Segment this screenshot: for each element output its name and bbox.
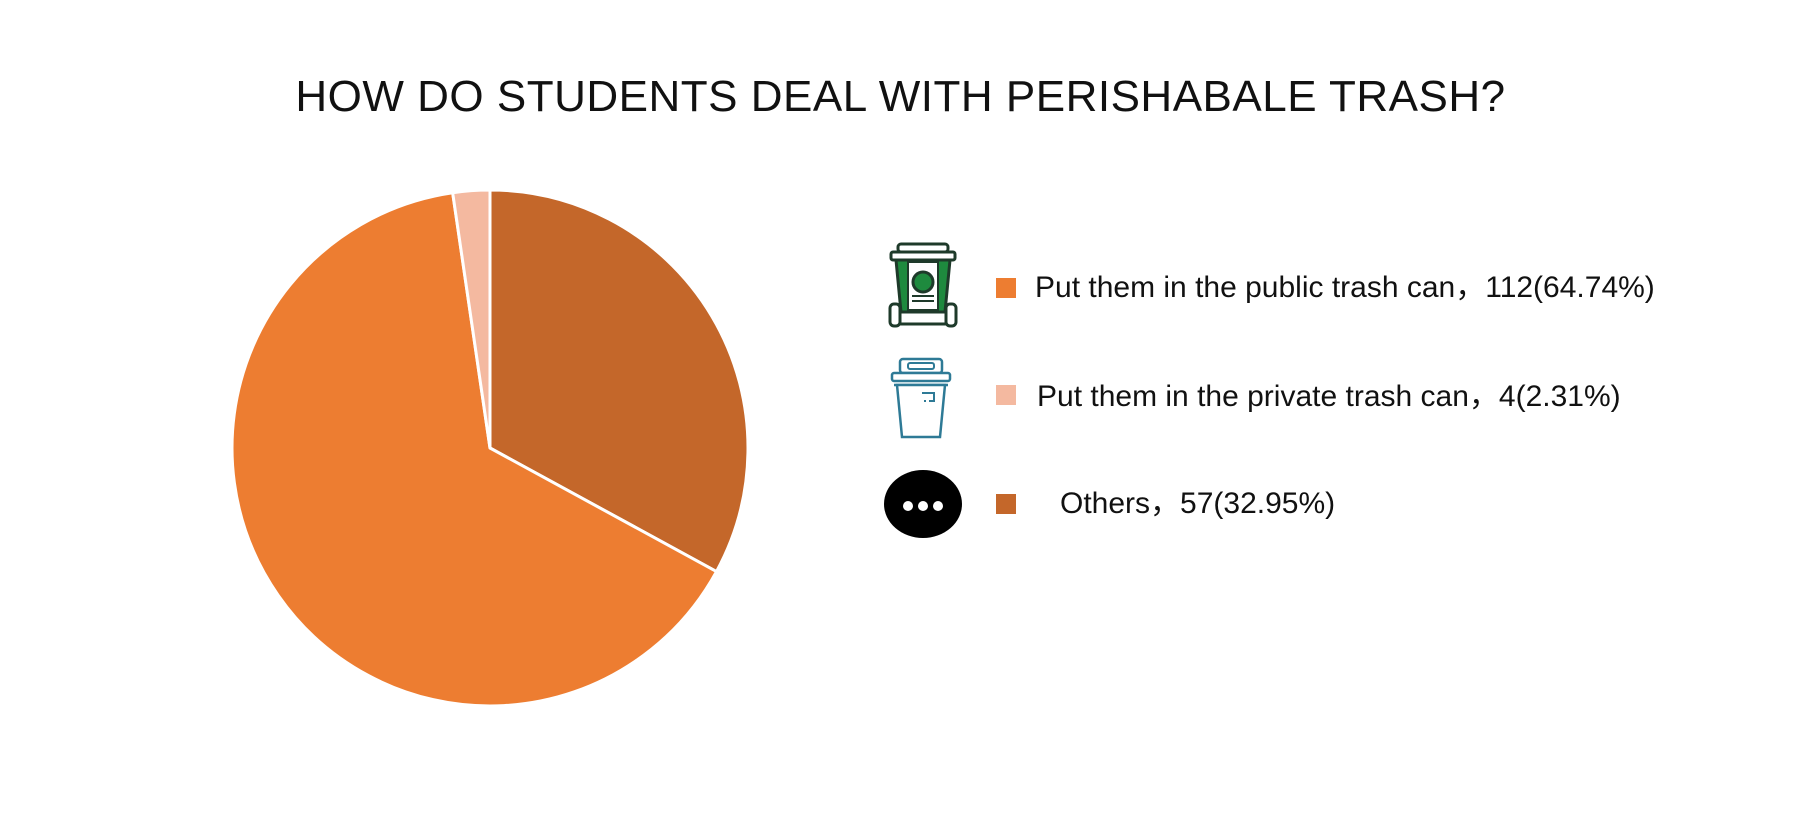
- pie-slices: [230, 188, 750, 708]
- legend-swatch: [996, 278, 1016, 298]
- pie-slice-others: [488, 188, 750, 574]
- legend-label: Put them in the private trash can，4(2.31…: [1037, 380, 1621, 413]
- legend-label: Put them in the public trash can，112(64.…: [1035, 271, 1655, 304]
- legend-label: Others，57(32.95%): [1060, 487, 1336, 520]
- pie-slice-put-them-in-the-private-trash-can: [451, 188, 492, 450]
- wheeled-bin-icon: [888, 240, 958, 337]
- legend-swatch: [996, 494, 1016, 514]
- pie-slice-put-them-in-the-public-trash-can: [230, 191, 718, 708]
- chart-title: HOW DO STUDENTS DEAL WITH PERISHABALE TR…: [295, 72, 1506, 121]
- lidded-bin-icon: [888, 357, 954, 446]
- speech-bubble-ellipsis-icon: [883, 468, 963, 545]
- legend-swatch: [996, 385, 1016, 405]
